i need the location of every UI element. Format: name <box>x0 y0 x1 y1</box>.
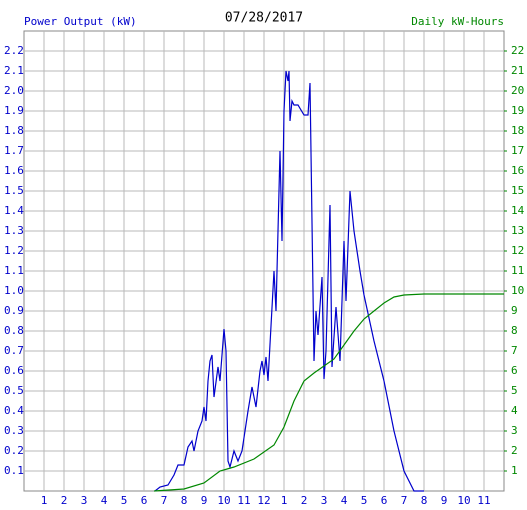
y-tick-label: 1.1 <box>4 264 24 277</box>
y2-tick-label: 4 <box>511 404 518 417</box>
y-tick-label: 0.2 <box>4 444 24 457</box>
y-tick-label: 1.5 <box>4 184 24 197</box>
y-tick-label: 2.2 <box>4 44 24 57</box>
left-axis-label: Power Output (kW) <box>24 15 137 28</box>
x-tick-label: 3 <box>81 494 88 507</box>
y-tick-label: 0.1 <box>4 464 24 477</box>
y-tick-label: 1.4 <box>4 204 24 217</box>
x-tick-label: 5 <box>361 494 368 507</box>
y-tick-label: 0.7 <box>4 344 24 357</box>
y-tick-label: 1.0 <box>4 284 24 297</box>
x-tick-label: 1 <box>281 494 288 507</box>
y2-tick-label: 3 <box>511 424 518 437</box>
y-tick-label: 0.8 <box>4 324 24 337</box>
y2-tick-label: 18 <box>511 124 524 137</box>
x-tick-label: 3 <box>321 494 328 507</box>
x-tick-label: 9 <box>201 494 208 507</box>
y2-tick-label: 5 <box>511 384 518 397</box>
y-tick-label: 1.8 <box>4 124 24 137</box>
y2-tick-label: 7 <box>511 344 518 357</box>
x-tick-label: 4 <box>341 494 348 507</box>
y2-tick-label: 19 <box>511 104 524 117</box>
y2-tick-label: 10 <box>511 284 524 297</box>
y2-tick-label: 11 <box>511 264 524 277</box>
y-tick-label: 0.4 <box>4 404 24 417</box>
y2-tick-label: 17 <box>511 144 524 157</box>
y2-tick-label: 9 <box>511 304 518 317</box>
x-tick-label: 12 <box>257 494 270 507</box>
y2-tick-label: 6 <box>511 364 518 377</box>
right-axis-label: Daily kW-Hours <box>411 15 504 28</box>
y-tick-label: 1.2 <box>4 244 24 257</box>
x-tick-label: 2 <box>301 494 308 507</box>
y2-tick-label: 2 <box>511 444 518 457</box>
x-tick-label: 2 <box>61 494 68 507</box>
y2-tick-label: 14 <box>511 204 525 217</box>
x-tick-label: 9 <box>441 494 448 507</box>
chart-title: 07/28/2017 <box>225 11 303 26</box>
x-tick-label: 11 <box>237 494 250 507</box>
x-tick-label: 6 <box>381 494 388 507</box>
y-tick-label: 2.0 <box>4 84 24 97</box>
y-tick-label: 2.1 <box>4 64 24 77</box>
y2-tick-label: 21 <box>511 64 524 77</box>
y-tick-label: 1.3 <box>4 224 24 237</box>
y2-tick-label: 12 <box>511 244 524 257</box>
y2-tick-label: 1 <box>511 464 518 477</box>
y-tick-label: 1.7 <box>4 144 24 157</box>
x-tick-label: 4 <box>101 494 108 507</box>
series-line <box>153 293 504 492</box>
x-tick-label: 1 <box>41 494 48 507</box>
y2-tick-label: 22 <box>511 44 524 57</box>
y2-tick-label: 15 <box>511 184 524 197</box>
y-tick-label: 0.6 <box>4 364 24 377</box>
y-tick-label: 1.9 <box>4 104 24 117</box>
y2-tick-label: 20 <box>511 84 524 97</box>
y2-tick-label: 16 <box>511 164 524 177</box>
x-tick-label: 8 <box>181 494 188 507</box>
x-tick-label: 8 <box>421 494 428 507</box>
series-line <box>154 70 424 492</box>
y-tick-label: 0.3 <box>4 424 24 437</box>
x-tick-label: 5 <box>121 494 128 507</box>
x-tick-label: 6 <box>141 494 148 507</box>
y2-tick-label: 8 <box>511 324 518 337</box>
x-tick-label: 10 <box>217 494 230 507</box>
y-tick-label: 1.6 <box>4 164 24 177</box>
y-tick-label: 0.9 <box>4 304 24 317</box>
y-tick-label: 0.5 <box>4 384 24 397</box>
x-tick-label: 10 <box>457 494 470 507</box>
y2-tick-label: 13 <box>511 224 524 237</box>
x-tick-label: 7 <box>401 494 408 507</box>
x-tick-label: 7 <box>161 494 168 507</box>
x-tick-label: 11 <box>477 494 490 507</box>
